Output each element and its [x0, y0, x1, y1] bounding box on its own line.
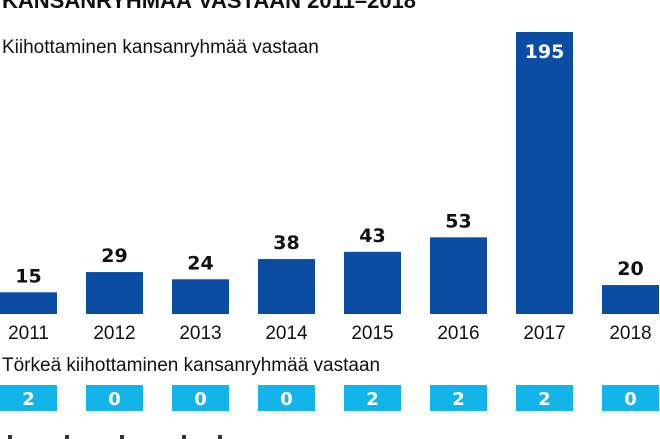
- chart-title: KANSANRYHMÄÄ VASTAAN 2011–2018: [2, 0, 416, 13]
- year-label-2016: 2016: [437, 323, 479, 344]
- clipped-mark-4: [182, 435, 186, 439]
- value-label-2017: 195: [525, 41, 565, 63]
- badge-2012: [86, 385, 143, 411]
- badge-2017: [516, 385, 573, 411]
- badge-value-2015: 2: [366, 389, 379, 410]
- bar-2015: [344, 251, 401, 314]
- badge-2014: [258, 385, 315, 411]
- badge-value-2014: 0: [280, 389, 293, 410]
- series-1-label: Kiihottaminen kansanryhmää vastaan: [2, 37, 319, 58]
- bar-2012: [86, 272, 143, 314]
- badge-value-2017: 2: [538, 389, 551, 410]
- bars-group: 15 2011 29 2012 24 2013 38 2014 43 2015 53 2016 195 2…: [0, 32, 659, 344]
- year-label-2018: 2018: [609, 323, 651, 344]
- year-label-2013: 2013: [179, 323, 221, 344]
- badge-value-2013: 0: [194, 389, 207, 410]
- clipped-mark-1: [8, 435, 12, 439]
- bar-2013: [172, 279, 229, 314]
- badge-2016: [430, 385, 487, 411]
- year-label-2011: 2011: [8, 323, 49, 344]
- value-label-2016: 53: [445, 210, 471, 232]
- year-label-2012: 2012: [93, 323, 135, 344]
- value-label-2015: 43: [359, 225, 385, 247]
- badge-2013: [172, 385, 229, 411]
- badge-2018: [602, 385, 659, 411]
- value-label-2012: 29: [101, 245, 127, 267]
- bar-2014: [258, 259, 315, 314]
- clipped-mark-2: [65, 435, 69, 439]
- badge-value-2011: 2: [22, 389, 35, 410]
- bar-2017: [516, 32, 573, 314]
- year-label-2015: 2015: [351, 323, 393, 344]
- clipped-mark-3: [120, 435, 124, 439]
- bar-2016: [430, 237, 487, 314]
- badge-2011: [0, 385, 57, 411]
- badge-value-2012: 0: [108, 389, 121, 410]
- badge-2015: [344, 385, 401, 411]
- clipped-mark-5: [218, 435, 222, 439]
- series-2-label: Törkeä kiihottaminen kansanryhmää vastaa…: [2, 355, 380, 376]
- badge-value-2018: 0: [624, 389, 637, 410]
- badges-group: 2 0 0 0 2 2 2 0: [0, 385, 659, 411]
- value-label-2014: 38: [273, 232, 299, 254]
- bar-2011: [0, 292, 57, 314]
- year-label-2014: 2014: [265, 323, 308, 344]
- value-label-2013: 24: [187, 252, 213, 274]
- dots-group: [8, 435, 222, 439]
- value-label-2011: 15: [15, 265, 41, 287]
- bar-2018: [602, 285, 659, 314]
- year-label-2017: 2017: [523, 323, 565, 344]
- value-label-2018: 20: [617, 258, 643, 280]
- badge-value-2016: 2: [452, 389, 465, 410]
